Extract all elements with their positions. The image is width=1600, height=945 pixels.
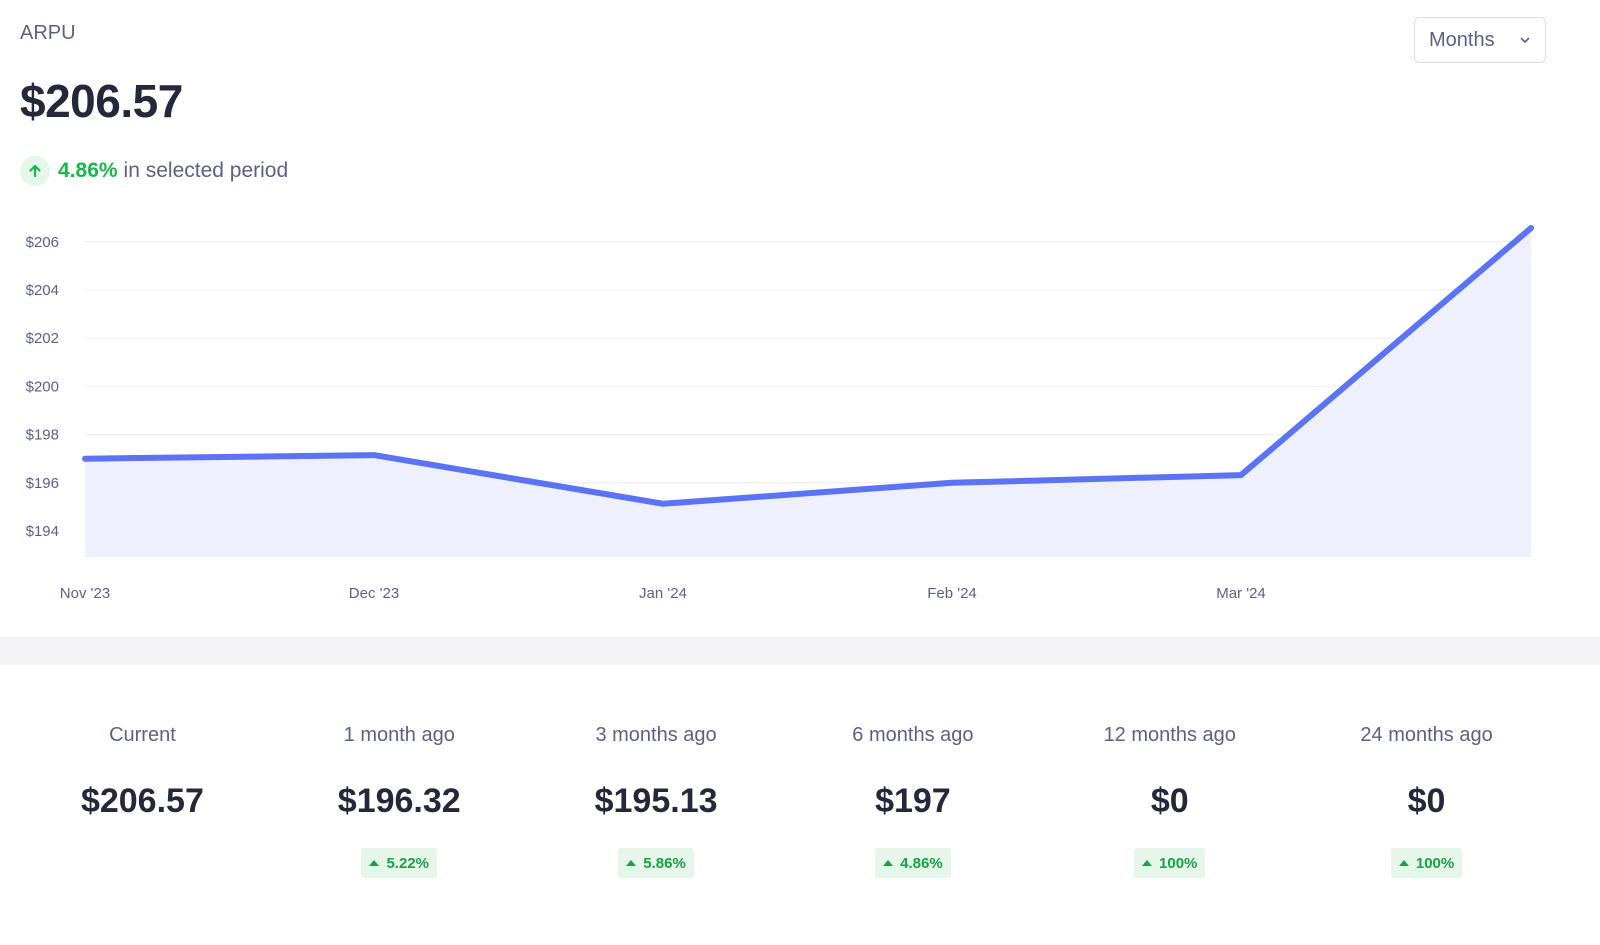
triangle-up-icon <box>1398 860 1409 866</box>
change-badge-value: 5.22% <box>386 854 430 872</box>
change-badge-value: 4.86% <box>900 854 943 872</box>
stat-value: $197 <box>875 782 951 820</box>
x-tick-label: Nov '23 <box>60 585 110 602</box>
chevron-down-icon <box>1519 34 1531 46</box>
stat-label: Current <box>109 724 176 746</box>
series-area <box>85 228 1531 558</box>
metric-label: ARPU <box>20 22 76 44</box>
arrow-up-icon <box>20 156 50 186</box>
change-badge: 100% <box>1134 848 1206 878</box>
change-badge-value: 5.86% <box>643 854 686 872</box>
y-tick-label: $200 <box>26 378 59 395</box>
stat-label: 1 month ago <box>343 724 455 746</box>
stat-card: 24 months ago $0 100% <box>1298 720 1555 878</box>
change-caption: in selected period <box>123 159 289 182</box>
y-tick-label: $196 <box>26 475 59 492</box>
period-select[interactable]: Months <box>1414 17 1546 63</box>
x-tick-label: Mar '24 <box>1216 585 1266 602</box>
change-badge: 5.22% <box>361 848 438 878</box>
stat-card: 12 months ago $0 100% <box>1041 720 1298 878</box>
stat-card: 1 month ago $196.32 5.22% <box>271 720 528 878</box>
stat-value: $0 <box>1407 782 1446 820</box>
stat-value: $196.32 <box>337 782 461 820</box>
change-badge-value: 100% <box>1415 854 1455 872</box>
triangle-up-icon <box>369 860 380 866</box>
comparison-stats: Current $206.57 1 month ago $196.32 5.22% 3 m… <box>14 720 1555 878</box>
change-percent: 4.86% <box>58 159 118 182</box>
y-tick-label: $198 <box>26 427 59 444</box>
series-line <box>82 225 1534 507</box>
y-tick-label: $202 <box>26 330 59 347</box>
arpu-line-chart: $194 $196 $198 $200 $202 $204 $206 Nov '23 Dec '… <box>26 225 1534 602</box>
triangle-up-icon <box>626 860 637 866</box>
change-badge-value: 100% <box>1159 854 1198 872</box>
x-tick-label: Dec '23 <box>349 585 399 602</box>
stat-value: $195.13 <box>594 782 718 820</box>
stat-label: 3 months ago <box>595 724 717 746</box>
period-change: 4.86% in selected period <box>20 155 288 187</box>
change-badge: 100% <box>1390 848 1463 878</box>
change-badge: 5.86% <box>618 848 694 878</box>
period-select-value: Months <box>1429 28 1495 51</box>
change-badge: 4.86% <box>875 848 951 878</box>
stat-label: 24 months ago <box>1360 724 1493 746</box>
stat-card: 6 months ago $197 4.86% <box>784 720 1041 878</box>
y-tick-label: $206 <box>26 234 59 251</box>
stat-label: 6 months ago <box>852 724 974 746</box>
section-divider <box>0 637 1600 665</box>
stat-card: Current $206.57 <box>14 720 271 878</box>
metric-value: $206.57 <box>20 75 183 127</box>
triangle-up-icon <box>1142 860 1153 866</box>
triangle-up-icon <box>883 860 894 866</box>
stat-card: 3 months ago $195.13 5.86% <box>528 720 785 878</box>
stat-value: $206.57 <box>80 782 204 820</box>
x-tick-label: Jan '24 <box>639 585 687 602</box>
stat-value: $0 <box>1150 782 1189 820</box>
stat-label: 12 months ago <box>1103 724 1236 746</box>
y-tick-label: $204 <box>26 282 59 299</box>
y-tick-label: $194 <box>26 523 59 540</box>
x-tick-label: Feb '24 <box>927 585 977 602</box>
